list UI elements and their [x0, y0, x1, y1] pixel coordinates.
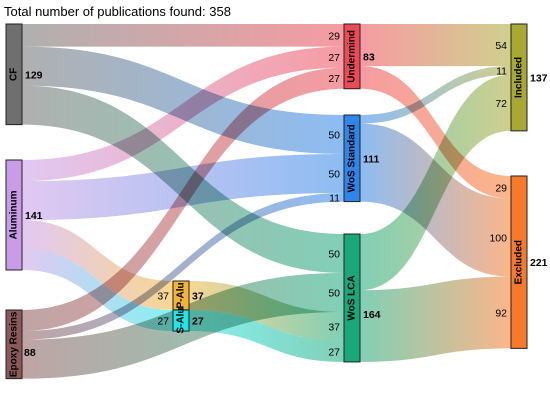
node-value-epoxy: 88 [24, 347, 36, 359]
node-value-aluminum: 141 [25, 210, 43, 222]
node-label-aluminum: Aluminum [9, 190, 20, 239]
node-bar-excluded [510, 175, 528, 349]
node-label-salu: S-Alu [176, 307, 187, 333]
flows [22, 24, 511, 379]
flow-aluminum-to-palu [22, 220, 173, 310]
node-label-epoxy: Epoxy Resins [9, 311, 20, 377]
node-bar-undermind [343, 23, 361, 90]
node-value-excluded: 221 [530, 257, 548, 269]
node-cf: CF 129 [5, 23, 43, 126]
node-label-included: Included [514, 57, 525, 98]
flow-wos_lca-to-excluded [360, 276, 511, 362]
node-bar-wos_standard [343, 114, 361, 203]
node-value-cf: 129 [25, 69, 43, 81]
node-bar-wos_lca [343, 233, 361, 363]
flow-label-wos_lca-to-excluded: 92 [495, 308, 507, 320]
node-label-excluded: Excluded [514, 240, 525, 284]
node-included: Included 137 [510, 23, 548, 132]
flow-cf-to-undermind [22, 24, 344, 47]
flow-palu-to-wos_lca [189, 281, 344, 341]
node-label-wos_standard: WoS Standard [347, 124, 358, 192]
node-label-palu: P-Alu [176, 282, 187, 308]
flow-aluminum-to-undermind [22, 46, 344, 182]
node-wos_lca: WoS LCA 164 [343, 233, 381, 363]
node-aluminum: Aluminum 141 [5, 159, 43, 271]
flow-cf-to-wos_standard [22, 46, 344, 155]
flow-label-wos_standard-to-excluded: 100 [489, 233, 507, 245]
node-bar-included [510, 23, 528, 132]
flow-label-wos_standard-to-included: 11 [496, 65, 507, 77]
flow-label-wos_lca-to-included: 72 [495, 98, 507, 110]
flow-wos_standard-to-included [360, 66, 511, 124]
flow-label-aluminum-to-wos_standard: 50 [328, 169, 340, 181]
node-value-salu: 27 [192, 316, 204, 328]
flow-epoxy-to-wos_standard [22, 193, 344, 340]
node-value-undermind: 83 [363, 51, 375, 63]
node-wos_standard: WoS Standard 111 [343, 114, 380, 203]
node-label-undermind: Undermind [347, 30, 358, 83]
flow-label-aluminum-to-salu: 27 [157, 316, 169, 328]
node-bar-salu [172, 309, 190, 332]
node-salu: S-Alu 27 [172, 307, 204, 334]
flow-label-cf-to-wos_lca: 50 [328, 249, 340, 261]
flow-label-aluminum-to-palu: 37 [157, 290, 169, 302]
flow-label-cf-to-undermind: 29 [328, 30, 340, 42]
flow-label-epoxy-to-wos_standard: 11 [329, 192, 340, 204]
flow-label-cf-to-wos_standard: 50 [328, 130, 340, 142]
flow-wos_lca-to-included [360, 74, 511, 291]
node-value-palu: 37 [192, 290, 204, 302]
node-bar-aluminum [5, 159, 23, 271]
node-excluded: Excluded 221 [510, 175, 548, 349]
flow-label-undermind-to-included: 54 [495, 40, 507, 52]
node-value-included: 137 [530, 72, 548, 84]
flow-aluminum-to-wos_standard [22, 154, 344, 221]
flow-undermind-to-included [360, 24, 511, 67]
node-bar-epoxy [5, 309, 23, 380]
diagram-title: Total number of publications found: 358 [4, 4, 231, 19]
flow-label-palu-to-wos_lca: 37 [328, 321, 340, 333]
flow-label-salu-to-wos_lca: 27 [328, 346, 340, 358]
flow-label-epoxy-to-wos_lca: 50 [328, 288, 340, 300]
node-value-wos_lca: 164 [363, 309, 381, 321]
flow-label-undermind-to-excluded: 29 [495, 182, 507, 194]
node-value-wos_standard: 111 [363, 153, 380, 165]
flow-label-aluminum-to-undermind: 27 [328, 52, 340, 64]
node-label-cf: CF [9, 68, 20, 81]
flow-undermind-to-excluded [360, 66, 511, 199]
node-label-wos_lca: WoS LCA [347, 275, 358, 320]
node-bar-cf [5, 23, 23, 126]
flow-salu-to-wos_lca [189, 310, 344, 362]
flow-labels: 29 50 50 27 50 37 27 27 11 50 37 27 54 29 11 100 72 92 [157, 30, 507, 358]
node-undermind: Undermind 83 [343, 23, 375, 90]
flow-label-epoxy-to-undermind: 27 [328, 73, 340, 85]
node-epoxy: Epoxy Resins 88 [5, 309, 36, 380]
flow-epoxy-to-undermind [22, 67, 344, 332]
